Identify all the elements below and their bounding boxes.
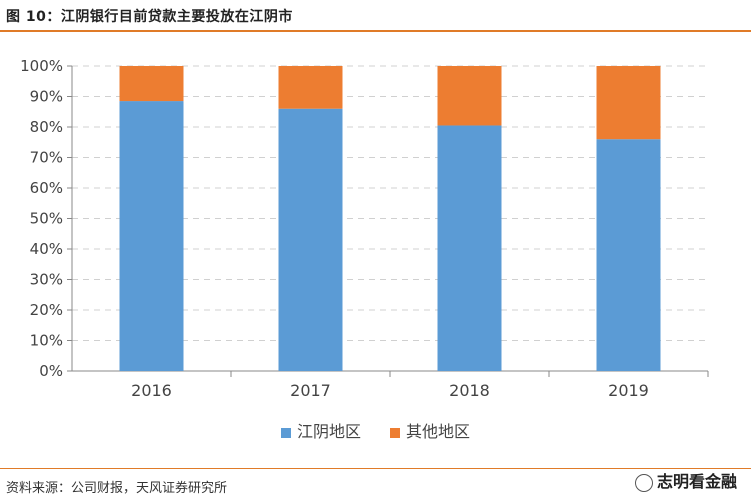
y-tick-label: 60% bbox=[30, 179, 63, 197]
bar-segment-2 bbox=[278, 66, 343, 109]
y-tick-label: 20% bbox=[30, 301, 63, 319]
x-tick-label: 2017 bbox=[290, 381, 331, 400]
bar-segment-2 bbox=[437, 66, 502, 126]
legend-item-series2: 其他地区 bbox=[390, 418, 470, 442]
bar-segment-1 bbox=[119, 101, 184, 371]
legend: 江阴地区 其他地区 bbox=[0, 418, 751, 442]
y-tick-label: 100% bbox=[20, 57, 63, 75]
y-tick-label: 70% bbox=[30, 149, 63, 167]
y-tick-label: 30% bbox=[30, 271, 63, 289]
legend-label-series1: 江阴地区 bbox=[296, 422, 361, 441]
chart-title: 图 10：江阴银行目前贷款主要投放在江阴市 bbox=[6, 9, 293, 25]
source-note: 资料来源：公司财报，天风证券研究所 bbox=[6, 481, 228, 496]
wechat-icon bbox=[634, 473, 653, 492]
x-tick-label: 2018 bbox=[449, 381, 490, 400]
bar-segment-1 bbox=[278, 108, 343, 371]
bar-segment-1 bbox=[437, 125, 502, 371]
legend-label-series2: 其他地区 bbox=[406, 422, 471, 441]
x-tick-label: 2019 bbox=[608, 381, 649, 400]
bar-segment-2 bbox=[119, 66, 184, 102]
stacked-bar-chart: 0% 10% 20% 30% 40% 50% 60% 70% 80% 90% 100% 2016 201… bbox=[20, 57, 709, 400]
watermark: 志明看金融 bbox=[634, 468, 737, 492]
bar-segment-2 bbox=[596, 66, 661, 140]
legend-swatch-series2 bbox=[390, 427, 401, 438]
y-tick-label: 0% bbox=[39, 362, 63, 380]
legend-swatch-series1 bbox=[280, 427, 291, 438]
y-tick-label: 10% bbox=[30, 332, 63, 350]
y-tick-label: 80% bbox=[30, 118, 63, 136]
x-tick-label: 2016 bbox=[131, 381, 172, 400]
y-tick-label: 40% bbox=[30, 240, 63, 258]
footer-divider bbox=[0, 468, 751, 469]
title-divider bbox=[0, 30, 751, 32]
y-tick-label: 90% bbox=[30, 88, 63, 106]
legend-item-series1: 江阴地区 bbox=[280, 418, 361, 442]
y-tick-label: 50% bbox=[30, 210, 63, 228]
bar-segment-1 bbox=[596, 139, 661, 371]
watermark-text: 志明看金融 bbox=[656, 472, 737, 491]
